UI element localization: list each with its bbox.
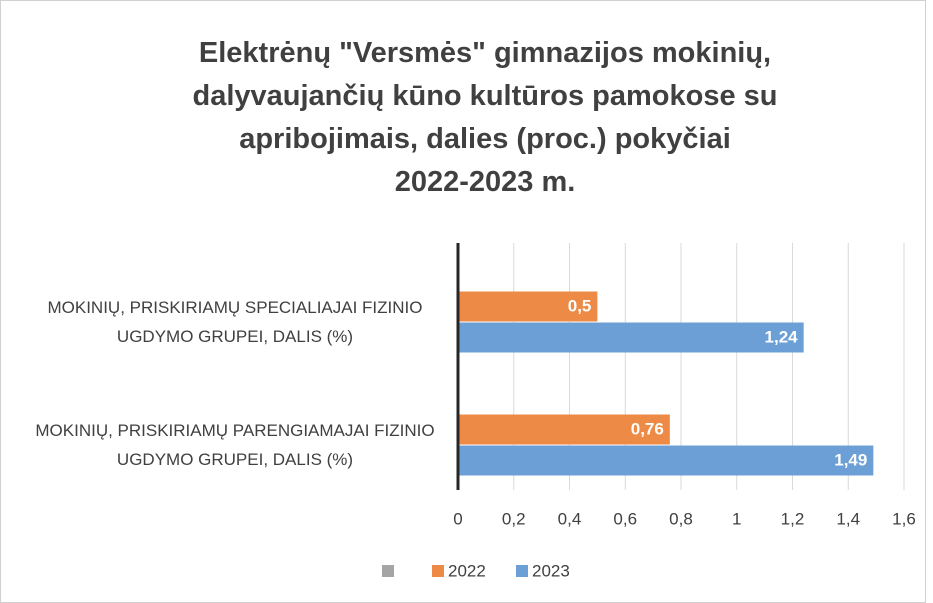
value-label: 1,24 — [765, 327, 799, 346]
bar — [458, 445, 874, 476]
legend-label: 2023 — [532, 561, 570, 580]
x-tick-label: 0,6 — [613, 509, 637, 528]
value-label: 0,76 — [631, 419, 664, 438]
bar — [458, 322, 804, 353]
y-tick-label: MOKINIŲ, PRISKIRIAMŲ PARENGIAMAJAI FIZIN… — [35, 420, 435, 469]
x-tick-label: 0 — [453, 509, 462, 528]
x-tick-label: 1,6 — [892, 509, 916, 528]
chart-title: Elektrėnų "Versmės" gimnazijos mokinių, … — [192, 37, 778, 198]
x-tick-label: 1,4 — [836, 509, 860, 528]
legend-swatch — [382, 565, 394, 577]
legend-swatch — [432, 565, 444, 577]
y-tick-label: MOKINIŲ, PRISKIRIAMŲ SPECIALIAJAI FIZINI… — [47, 297, 423, 346]
legend-swatch — [516, 565, 528, 577]
bar — [458, 414, 670, 445]
value-label: 0,5 — [568, 296, 592, 315]
x-tick-label: 1 — [732, 509, 741, 528]
legend-label: 2022 — [448, 561, 486, 580]
bar — [458, 291, 598, 322]
x-tick-label: 0,8 — [669, 509, 693, 528]
value-label: 1,49 — [834, 450, 867, 469]
x-tick-label: 0,2 — [502, 509, 526, 528]
x-tick-label: 0,4 — [558, 509, 582, 528]
x-tick-label: 1,2 — [781, 509, 805, 528]
